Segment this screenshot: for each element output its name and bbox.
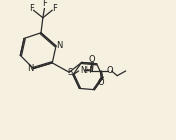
Text: O: O (89, 55, 95, 64)
Text: NH: NH (81, 66, 92, 74)
Text: O: O (106, 66, 113, 75)
Text: O: O (98, 78, 105, 87)
Text: F: F (52, 4, 57, 13)
Text: F: F (29, 4, 34, 13)
Text: F: F (42, 0, 47, 8)
Text: N: N (27, 64, 34, 73)
Text: S: S (68, 68, 73, 77)
Text: N: N (56, 40, 62, 50)
